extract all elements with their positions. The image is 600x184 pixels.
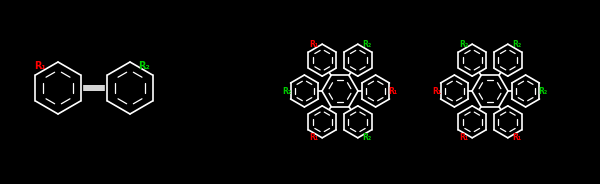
Text: R₁: R₁	[432, 86, 442, 95]
Text: R₁: R₁	[34, 61, 46, 71]
Text: R₂: R₂	[138, 61, 150, 71]
Text: R₁: R₁	[512, 133, 521, 141]
Text: R₂: R₂	[539, 86, 548, 95]
Text: R₂: R₂	[282, 86, 292, 95]
Text: R₂: R₂	[459, 40, 468, 49]
Text: R₁: R₁	[309, 40, 318, 49]
Text: R₂: R₂	[362, 40, 371, 49]
Text: R₁: R₁	[459, 133, 468, 141]
Text: R₂: R₂	[512, 40, 521, 49]
Text: R₁: R₁	[309, 133, 318, 141]
Text: R₂: R₂	[362, 133, 371, 141]
Text: R₁: R₁	[389, 86, 398, 95]
